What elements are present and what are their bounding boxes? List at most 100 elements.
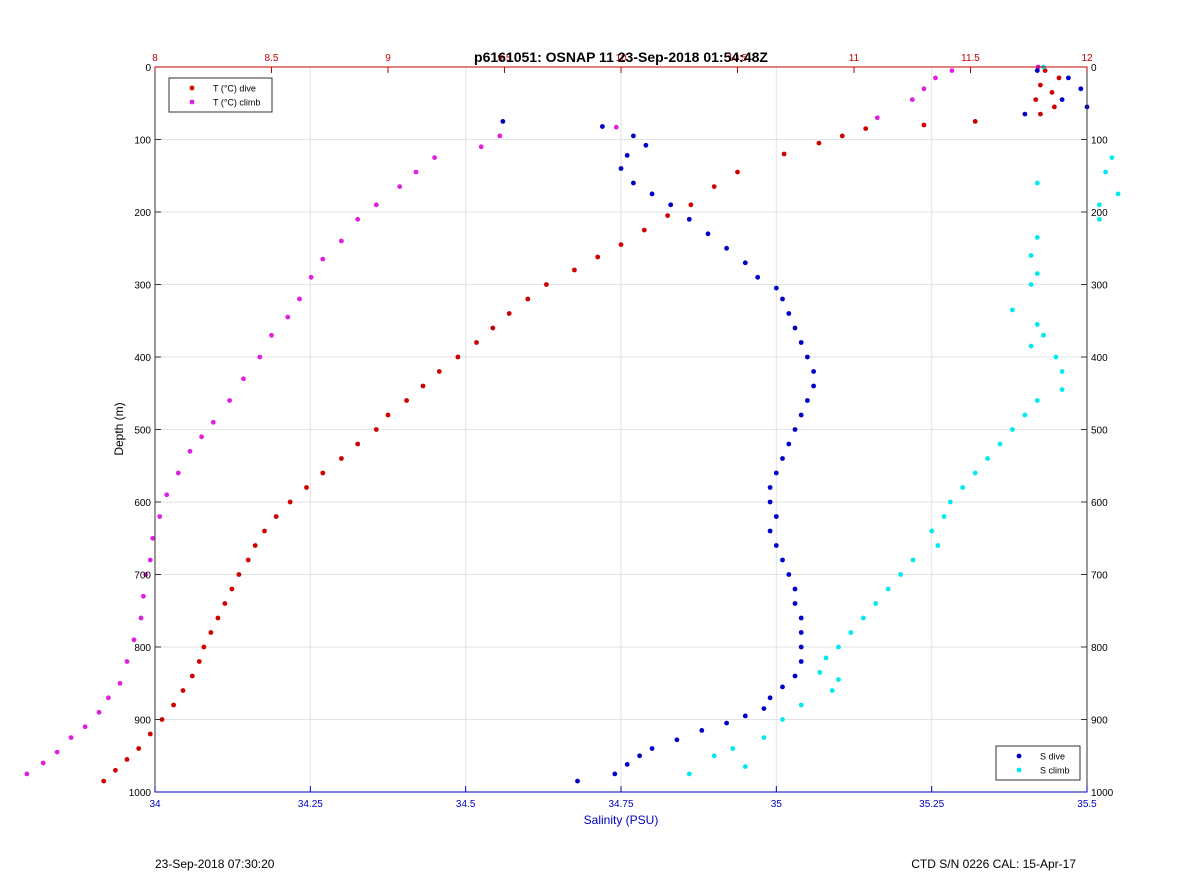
data-point <box>805 354 810 360</box>
data-point <box>187 448 193 454</box>
data-point <box>1041 332 1046 338</box>
data-point <box>873 601 879 606</box>
data-point <box>339 456 344 461</box>
salinity-tick-label-34.25: 34.25 <box>298 799 323 810</box>
legend-marker <box>189 99 195 105</box>
data-point <box>215 615 221 621</box>
grid-lines <box>154 66 1088 793</box>
footer-ctd-info: CTD S/N 0226 CAL: 15-Apr-17 <box>911 857 1076 871</box>
data-point <box>124 757 130 762</box>
data-point <box>147 731 153 737</box>
salinity-tick-label-35.5: 35.5 <box>1077 799 1097 810</box>
legend-marker <box>189 85 195 91</box>
salinity-tick-label-35.25: 35.25 <box>919 799 944 810</box>
data-point <box>742 713 748 719</box>
data-point <box>117 680 123 686</box>
data-point <box>257 354 263 360</box>
data-point <box>54 749 60 755</box>
data-point <box>624 153 630 158</box>
legend-top-left: T (°C) dive T (°C) climb <box>168 77 273 113</box>
data-point <box>688 202 694 208</box>
data-point <box>805 398 810 403</box>
legend-marker <box>1016 767 1022 773</box>
data-point <box>773 470 779 476</box>
data-point <box>297 296 302 302</box>
data-point <box>138 615 144 621</box>
y-tick-label-right-200: 200 <box>1091 208 1108 219</box>
data-point <box>910 557 916 563</box>
data-point <box>798 615 804 621</box>
data-point <box>1038 111 1043 117</box>
data-point <box>860 615 866 621</box>
data-point <box>1042 68 1048 73</box>
data-point <box>96 709 102 715</box>
y-tick-label-right-900: 900 <box>1091 716 1108 727</box>
data-point <box>649 746 655 751</box>
data-point <box>397 184 403 190</box>
data-point <box>474 340 479 345</box>
salinity-tick-label-34.5: 34.5 <box>456 799 476 810</box>
legend-marker <box>1016 753 1022 759</box>
data-point <box>781 151 787 157</box>
data-point <box>1038 82 1043 88</box>
data-point <box>150 535 156 541</box>
data-point <box>420 383 426 389</box>
data-point <box>792 325 798 331</box>
data-point <box>816 140 822 146</box>
data-point <box>839 133 845 139</box>
temperature-tick-label-12: 12 <box>1081 53 1093 64</box>
data-point <box>252 543 258 548</box>
data-point <box>811 369 816 374</box>
temperature-tick-label-9: 9 <box>385 53 391 64</box>
temperature-tick-label-11: 11 <box>849 53 860 64</box>
y-tick-label-right-0: 0 <box>1091 63 1097 74</box>
data-point <box>131 637 137 643</box>
data-point <box>612 771 618 777</box>
data-point <box>909 97 915 102</box>
y-axis-label: Depth (m) <box>112 402 126 455</box>
legend-label: T (°C) dive <box>213 84 256 94</box>
data-point <box>1034 398 1040 403</box>
data-point <box>201 644 207 650</box>
data-point <box>82 724 88 730</box>
data-point <box>1028 253 1034 258</box>
data-point <box>262 528 267 534</box>
data-point <box>1059 387 1065 392</box>
y-tick-label-right-600: 600 <box>1091 498 1108 509</box>
data-point <box>947 499 953 505</box>
data-point <box>798 630 804 635</box>
y-tick-label-right-1000: 1000 <box>1091 788 1114 799</box>
data-point <box>143 572 149 577</box>
data-point <box>674 737 680 743</box>
data-point <box>780 456 785 461</box>
y-tick-label-left-700: 700 <box>134 571 151 582</box>
data-point <box>208 630 214 635</box>
y-tick-label-left-300: 300 <box>134 281 151 292</box>
legend-label: T (°C) climb <box>213 98 260 108</box>
data-point <box>730 746 736 751</box>
y-tick-label-left-900: 900 <box>134 716 151 727</box>
data-point <box>175 470 181 476</box>
data-point <box>497 133 503 139</box>
data-point <box>500 119 506 124</box>
data-point <box>320 470 326 476</box>
y-tick-label-right-500: 500 <box>1091 426 1108 437</box>
y-tick-label-left-200: 200 <box>134 208 151 219</box>
chart-title: p6161051: OSNAP 11 23-Sep-2018 01:54:48Z <box>474 49 768 65</box>
data-point <box>600 124 605 129</box>
data-point <box>780 557 785 563</box>
legend-label: S dive <box>1040 752 1065 762</box>
data-point <box>885 586 891 592</box>
data-point <box>373 202 379 208</box>
data-point <box>780 296 785 302</box>
data-point <box>921 86 927 92</box>
data-point <box>941 514 947 519</box>
data-point <box>245 557 251 563</box>
data-point <box>705 231 711 237</box>
y-tick-label-left-500: 500 <box>134 426 151 437</box>
data-point <box>236 572 242 577</box>
data-point <box>164 492 170 498</box>
data-point <box>304 485 309 490</box>
data-point <box>1066 75 1071 81</box>
data-point <box>724 245 729 251</box>
